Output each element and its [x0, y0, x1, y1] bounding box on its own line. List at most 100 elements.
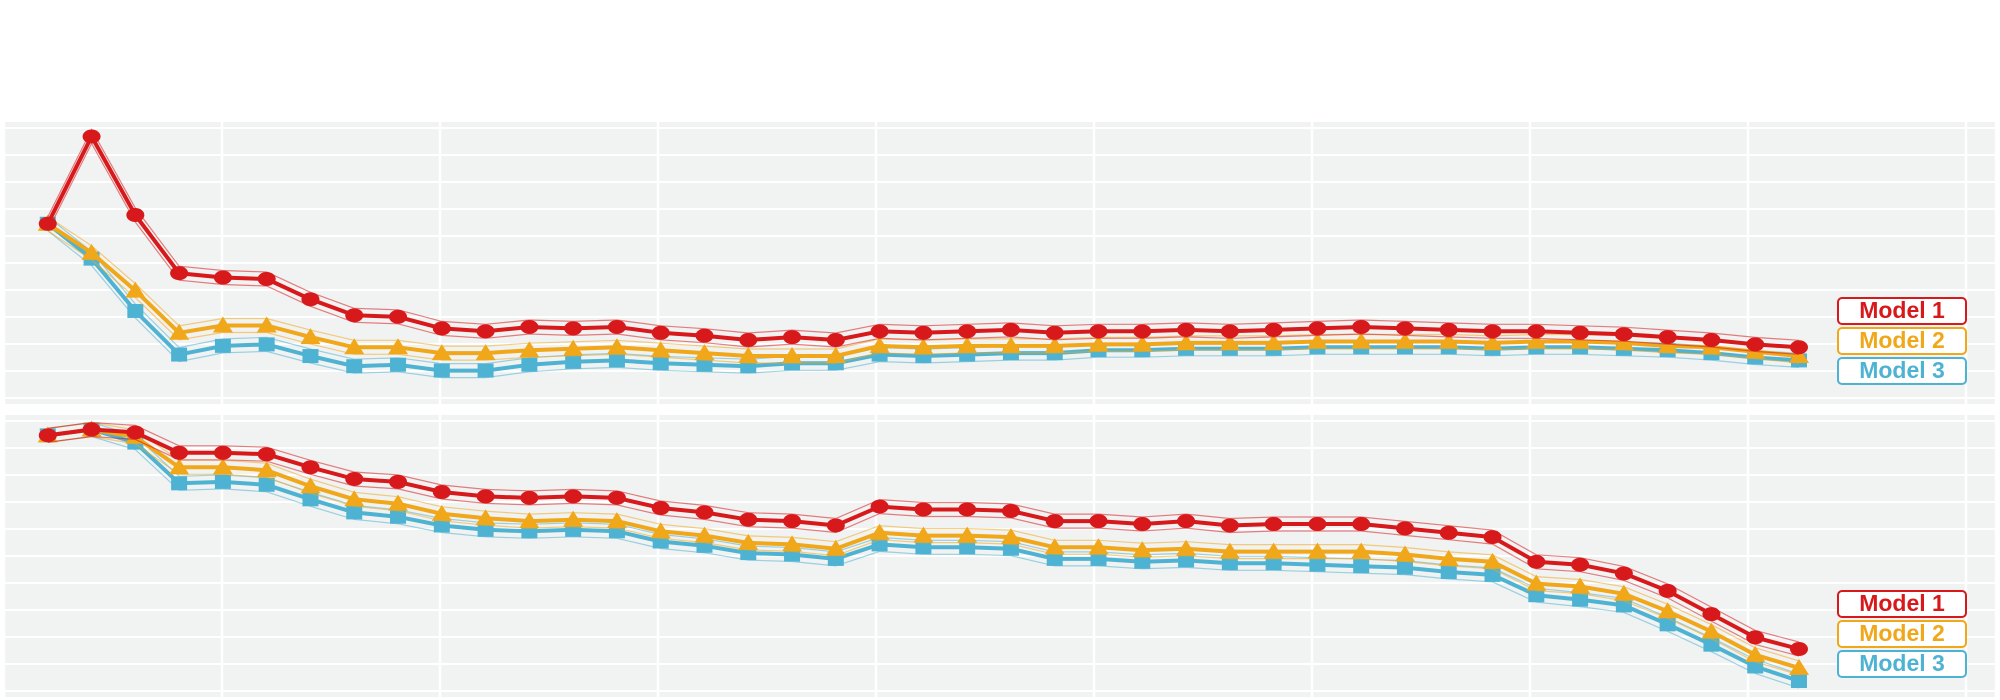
data-point [82, 129, 101, 144]
data-point [1001, 503, 1020, 518]
data-point [1221, 556, 1238, 571]
data-point [1132, 335, 1153, 352]
data-point [1176, 539, 1197, 556]
data-point [1265, 556, 1282, 571]
data-point [1176, 333, 1197, 350]
data-point [607, 319, 626, 334]
legend-box [1837, 357, 1967, 385]
data-point [1309, 557, 1326, 572]
data-point [1220, 324, 1239, 339]
data-point [1308, 321, 1327, 336]
data-point [826, 333, 845, 348]
data-point [1395, 321, 1414, 336]
legend-item-model-3: Model 3 [1837, 357, 1967, 385]
data-point [1132, 541, 1153, 558]
data-point [475, 509, 496, 526]
data-point [1571, 557, 1590, 572]
data-point [477, 363, 494, 378]
data-point [1088, 335, 1109, 352]
data-point [213, 445, 232, 460]
data-point [825, 539, 846, 556]
data-point [694, 344, 715, 361]
data-point [1658, 330, 1677, 345]
data-point [38, 428, 57, 443]
data-point [959, 540, 976, 555]
legend-label: Model 2 [1859, 327, 1945, 353]
data-point [1000, 528, 1021, 545]
data-point [1089, 514, 1108, 529]
data-point [1177, 514, 1196, 529]
data-point [390, 509, 407, 524]
data-point [1220, 518, 1239, 533]
data-point [1614, 327, 1633, 342]
data-point [696, 357, 713, 372]
data-point [1657, 602, 1678, 619]
data-point [869, 336, 890, 353]
data-point [958, 324, 977, 339]
data-point [1134, 554, 1151, 569]
data-point [432, 485, 451, 500]
data-point [650, 522, 671, 539]
data-point [344, 490, 365, 507]
data-point [1353, 559, 1370, 574]
data-point [519, 512, 540, 529]
data-point [170, 445, 189, 460]
data-point [213, 270, 232, 285]
data-point [1263, 542, 1284, 559]
data-point [346, 505, 363, 520]
data-point [1527, 554, 1546, 569]
data-point [1527, 324, 1546, 339]
legend-label: Model 1 [1859, 590, 1945, 616]
data-point [214, 474, 231, 489]
data-point [256, 316, 277, 333]
data-point [1526, 332, 1547, 349]
data-point [1570, 577, 1591, 594]
data-point [1439, 322, 1458, 337]
legend-label: Model 3 [1859, 357, 1945, 383]
legend: Model 1 Model 2 Model 3 [1837, 297, 1967, 385]
data-point [1789, 340, 1808, 355]
data-point [1572, 592, 1589, 607]
data-point [257, 447, 276, 462]
data-point [1088, 538, 1109, 555]
data-point [1045, 514, 1064, 529]
data-point [1702, 333, 1721, 348]
data-point [1351, 332, 1372, 349]
data-point [476, 489, 495, 504]
data-point [869, 523, 890, 540]
data-point [1788, 658, 1809, 675]
data-point [170, 266, 189, 281]
data-point [1482, 552, 1503, 569]
data-point [1219, 333, 1240, 350]
data-point [1090, 551, 1107, 566]
data-point [739, 333, 758, 348]
series-model-1 [38, 421, 1808, 657]
data-point [913, 338, 934, 355]
series-model-1 [38, 128, 1808, 355]
data-point [694, 526, 715, 543]
data-point [1745, 645, 1766, 662]
data-point [606, 512, 627, 529]
data-point [1657, 336, 1678, 353]
data-point [256, 461, 277, 478]
data-point [214, 338, 231, 353]
data-point [607, 490, 626, 505]
data-point [1571, 325, 1590, 340]
data-point [738, 347, 759, 364]
data-point [1395, 521, 1414, 536]
legend-box [1837, 650, 1967, 678]
data-point [1351, 542, 1372, 559]
legend-box [1837, 327, 1967, 355]
data-point [346, 359, 363, 374]
data-point [606, 338, 627, 355]
data-point [914, 325, 933, 340]
data-point [1570, 332, 1591, 349]
legend-item-model-3: Model 3 [1837, 650, 1967, 678]
data-point [914, 502, 933, 517]
data-point [870, 499, 889, 514]
data-point [1001, 322, 1020, 337]
data-point [1000, 336, 1021, 353]
data-point [1307, 332, 1328, 349]
data-point [431, 344, 452, 361]
